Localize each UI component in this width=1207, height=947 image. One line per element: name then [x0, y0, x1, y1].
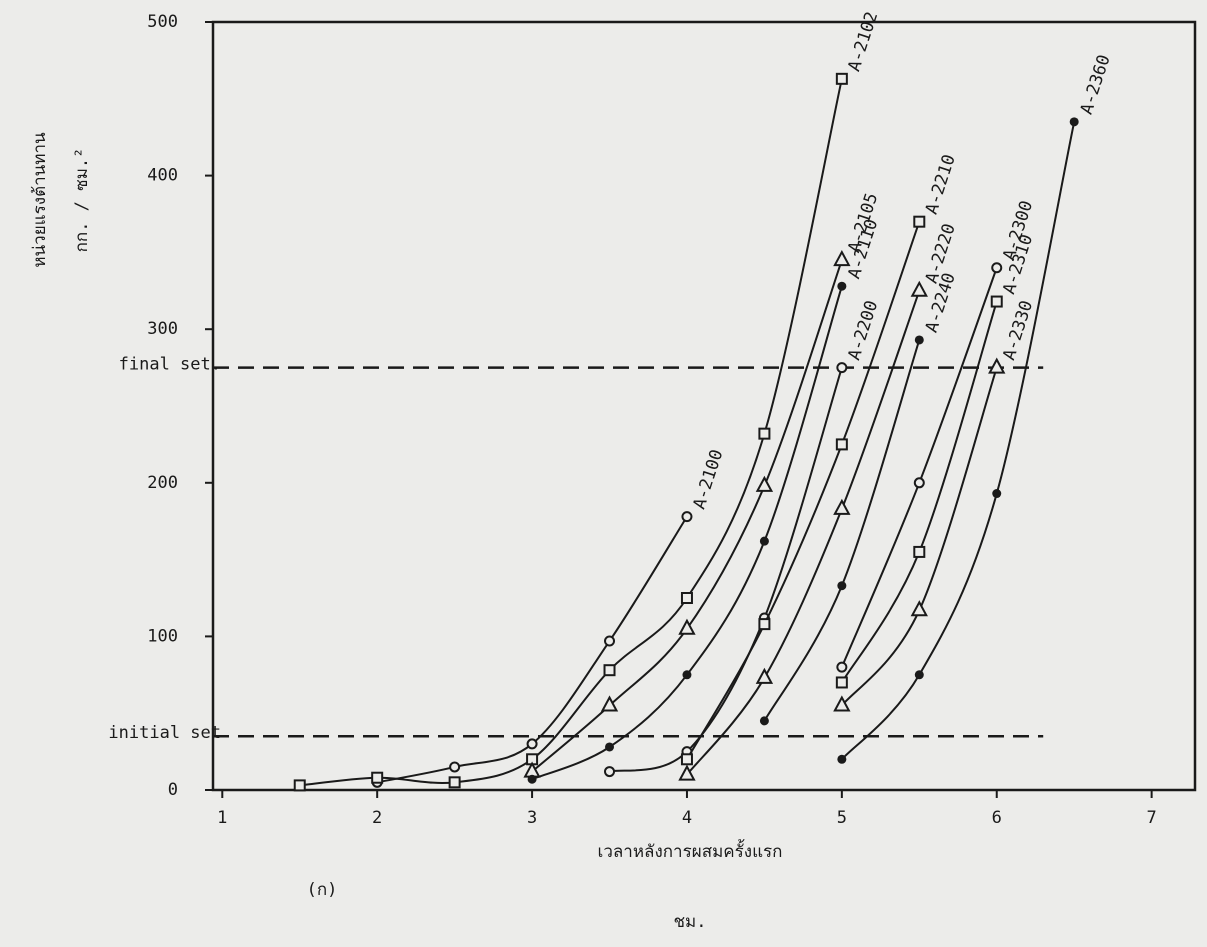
marker	[915, 670, 924, 679]
y-tick-label: 500	[147, 12, 178, 32]
marker	[837, 74, 847, 84]
marker	[528, 775, 537, 784]
marker	[682, 754, 692, 764]
y-tick-label: 200	[147, 473, 178, 493]
marker	[528, 739, 537, 748]
x-tick-label: 6	[992, 808, 1002, 828]
marker	[837, 663, 846, 672]
marker	[760, 716, 769, 725]
panel-label: (ก)	[307, 880, 338, 900]
marker	[682, 593, 692, 603]
marker	[914, 547, 924, 557]
marker	[605, 637, 614, 646]
background	[0, 0, 1207, 947]
y-tick-label: 0	[168, 780, 178, 800]
x-tick-label: 5	[837, 808, 847, 828]
marker	[760, 537, 769, 546]
x-tick-label: 7	[1147, 808, 1157, 828]
marker	[295, 780, 305, 790]
x-tick-label: 2	[372, 808, 382, 828]
y-tick-label: 300	[147, 319, 178, 339]
y-tick-label: 100	[147, 626, 178, 646]
marker	[915, 478, 924, 487]
marker	[992, 489, 1001, 498]
x-tick-label: 4	[682, 808, 692, 828]
marker	[914, 217, 924, 227]
marker	[605, 767, 614, 776]
reference-label: initial set	[108, 723, 221, 743]
x-tick-label: 1	[217, 808, 227, 828]
marker	[992, 263, 1001, 272]
marker	[450, 762, 459, 771]
marker	[837, 755, 846, 764]
marker	[682, 512, 691, 521]
marker	[605, 742, 614, 751]
x-tick-label: 3	[527, 808, 537, 828]
chart: หน่วยแรงต้านทาน กก. / ซม.² เวลาหลังการผส…	[0, 0, 1207, 947]
marker	[450, 777, 460, 787]
marker	[837, 581, 846, 590]
marker	[1070, 117, 1079, 126]
marker	[837, 282, 846, 291]
marker	[915, 335, 924, 344]
marker	[605, 665, 615, 675]
x-axis-unit: ชม.	[674, 912, 707, 932]
y-axis-unit: กก. / ซม.²	[72, 148, 92, 253]
y-axis-label: หน่วยแรงต้านทาน	[30, 132, 50, 268]
x-axis-label: เวลาหลังการผสมครั้งแรก	[598, 839, 783, 862]
marker	[759, 619, 769, 629]
reference-label: final set.	[119, 355, 221, 375]
marker	[837, 677, 847, 687]
marker	[992, 297, 1002, 307]
marker	[372, 773, 382, 783]
marker	[682, 670, 691, 679]
y-tick-label: 400	[147, 166, 178, 186]
marker	[837, 439, 847, 449]
marker	[837, 363, 846, 372]
marker	[759, 429, 769, 439]
